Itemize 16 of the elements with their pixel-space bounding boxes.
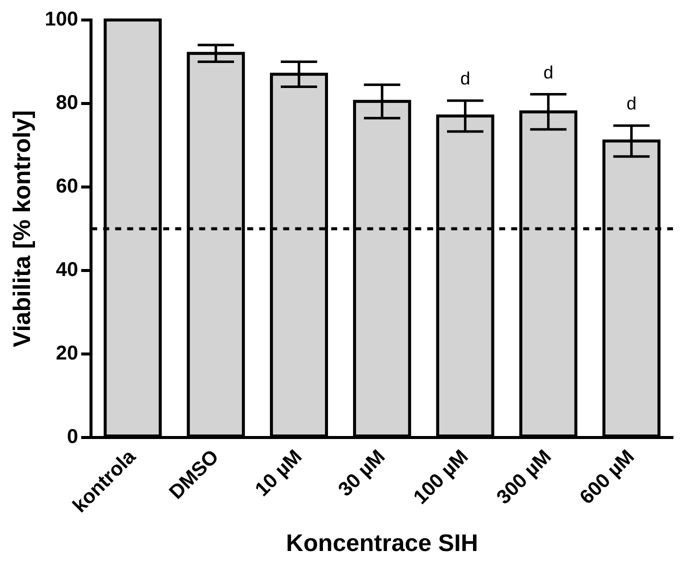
y-tick-label: 80 <box>56 92 78 114</box>
annotation: d <box>626 94 636 114</box>
y-axis-title: Viabilita [% kontroly] <box>9 110 36 348</box>
y-tick-label: 20 <box>56 342 78 364</box>
y-tick-label: 100 <box>44 8 78 31</box>
x-tick-label: 30 µM <box>334 446 390 501</box>
x-tick-label: 300 µM <box>492 446 556 509</box>
x-tick-label: 100 µM <box>410 446 473 509</box>
annotation: d <box>460 68 470 89</box>
x-axis-title: Koncentrace SIH <box>286 530 478 558</box>
x-tick-label: 600 µM <box>576 446 639 509</box>
y-tick-label: 40 <box>56 258 78 281</box>
y-tick-label: 0 <box>67 426 78 448</box>
y-tick-label: 60 <box>56 175 78 198</box>
x-tick-label: 10 µM <box>251 446 306 501</box>
annotation: d <box>543 62 554 82</box>
